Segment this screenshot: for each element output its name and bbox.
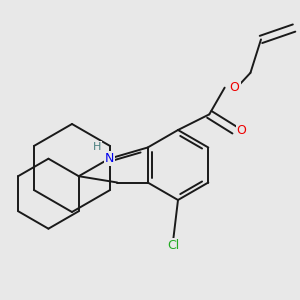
Text: O: O [237, 124, 247, 136]
Text: H: H [93, 142, 101, 152]
Text: N: N [104, 152, 114, 165]
Text: O: O [230, 81, 240, 94]
Text: Cl: Cl [167, 239, 179, 252]
